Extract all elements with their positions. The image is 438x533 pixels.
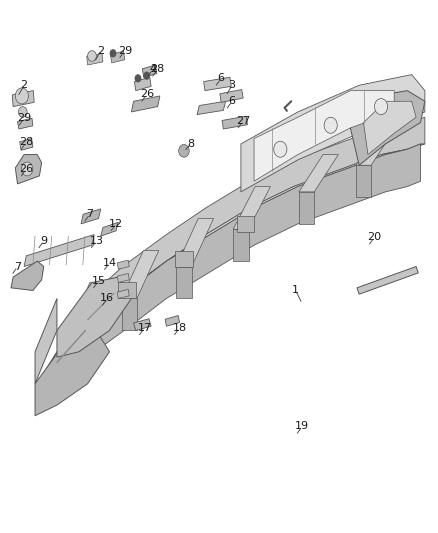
Polygon shape (142, 65, 157, 77)
Circle shape (88, 51, 96, 61)
Polygon shape (134, 77, 151, 91)
Polygon shape (350, 91, 425, 165)
Text: 9: 9 (40, 236, 47, 246)
Polygon shape (117, 289, 129, 298)
Polygon shape (222, 116, 247, 129)
Text: 2: 2 (97, 46, 104, 55)
Circle shape (135, 75, 141, 82)
Polygon shape (356, 128, 395, 165)
Polygon shape (165, 316, 180, 326)
Text: 27: 27 (236, 116, 250, 126)
Text: 15: 15 (92, 276, 106, 286)
Polygon shape (299, 155, 338, 192)
Text: 6: 6 (218, 74, 225, 83)
Polygon shape (101, 222, 118, 236)
Polygon shape (121, 298, 137, 330)
Polygon shape (237, 216, 254, 232)
Polygon shape (254, 91, 394, 181)
Text: 7: 7 (86, 209, 93, 219)
Circle shape (274, 141, 287, 157)
Text: 7: 7 (14, 262, 21, 271)
Polygon shape (15, 155, 42, 184)
Polygon shape (12, 91, 34, 107)
Polygon shape (44, 144, 420, 410)
Polygon shape (18, 118, 33, 129)
Text: 4: 4 (150, 64, 157, 74)
Circle shape (144, 72, 150, 79)
Polygon shape (35, 330, 110, 416)
Text: 3: 3 (229, 80, 236, 90)
Polygon shape (20, 139, 33, 150)
Text: 19: 19 (295, 422, 309, 431)
Polygon shape (87, 53, 103, 65)
Circle shape (18, 107, 27, 117)
Polygon shape (11, 261, 44, 290)
Text: 1: 1 (292, 286, 299, 295)
Text: 2: 2 (21, 80, 28, 90)
Polygon shape (176, 266, 192, 298)
Polygon shape (175, 251, 193, 266)
Text: 20: 20 (367, 232, 381, 242)
Text: 8: 8 (187, 139, 194, 149)
Polygon shape (299, 192, 314, 224)
Polygon shape (57, 277, 131, 357)
Circle shape (15, 88, 28, 104)
Polygon shape (131, 96, 160, 112)
Text: 29: 29 (118, 46, 132, 55)
Polygon shape (220, 90, 243, 102)
Polygon shape (356, 165, 371, 197)
Polygon shape (204, 77, 231, 91)
Polygon shape (117, 273, 129, 282)
Polygon shape (81, 209, 101, 224)
Text: 13: 13 (89, 236, 103, 246)
Text: 6: 6 (229, 96, 236, 106)
Text: 16: 16 (100, 294, 114, 303)
Polygon shape (121, 251, 159, 298)
Circle shape (21, 162, 33, 176)
Polygon shape (134, 319, 151, 330)
Text: 18: 18 (173, 323, 187, 333)
Text: 29: 29 (17, 114, 31, 123)
Polygon shape (68, 336, 85, 368)
Text: 28: 28 (19, 138, 33, 147)
Polygon shape (44, 144, 425, 373)
Circle shape (179, 144, 189, 157)
Polygon shape (233, 187, 270, 229)
Text: 12: 12 (109, 219, 123, 229)
Polygon shape (24, 235, 94, 266)
Circle shape (110, 50, 116, 57)
Circle shape (324, 117, 337, 133)
Polygon shape (110, 51, 125, 63)
Text: 26: 26 (19, 164, 33, 174)
Polygon shape (118, 282, 136, 298)
Polygon shape (35, 298, 57, 384)
Text: 14: 14 (102, 258, 117, 268)
Text: 26: 26 (140, 90, 154, 99)
Polygon shape (357, 266, 418, 294)
Text: 17: 17 (138, 323, 152, 333)
Text: 28: 28 (151, 64, 165, 74)
Circle shape (374, 99, 388, 115)
Polygon shape (233, 229, 249, 261)
Polygon shape (117, 260, 129, 269)
Polygon shape (70, 117, 425, 346)
Polygon shape (364, 101, 416, 155)
Polygon shape (197, 101, 226, 115)
Polygon shape (68, 282, 107, 336)
Polygon shape (241, 75, 425, 192)
Polygon shape (176, 219, 214, 266)
